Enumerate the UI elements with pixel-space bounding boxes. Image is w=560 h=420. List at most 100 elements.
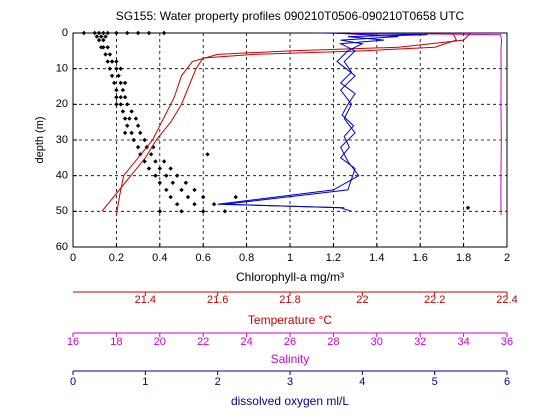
data-point [125, 102, 130, 107]
x-tick-label: 16 [67, 336, 79, 348]
data-point [114, 59, 119, 64]
data-point [112, 80, 117, 86]
data-point [142, 137, 147, 143]
x-tick-label: 20 [154, 336, 166, 348]
y-tick-label: 50 [56, 205, 68, 217]
data-point [94, 34, 100, 39]
data-point [168, 194, 173, 200]
data-point [105, 30, 110, 36]
x-tick-label: 0.8 [239, 252, 254, 264]
data-point [101, 37, 106, 43]
profile-line [350, 32, 503, 215]
x-tick-label: 28 [327, 336, 339, 348]
data-point [92, 30, 97, 36]
x-tick-label: 1 [142, 376, 148, 388]
x-tick-label: 1.2 [326, 252, 341, 264]
x-tick-label: 22.4 [496, 294, 517, 306]
data-point [183, 180, 189, 185]
data-point [120, 87, 126, 93]
data-point [120, 109, 126, 114]
x-tick-label: 2 [215, 376, 221, 388]
data-point [103, 52, 108, 57]
x-tick-label: 1.4 [369, 252, 384, 264]
data-point [129, 109, 134, 114]
x-tick-label: 0.4 [152, 252, 167, 264]
y-tick-label: 40 [56, 170, 68, 182]
data-point [157, 209, 162, 214]
axis-label: Chlorophyll-a mg/m³ [236, 270, 344, 284]
data-point [222, 209, 228, 214]
x-tick-label: 30 [371, 336, 383, 348]
data-point [192, 187, 197, 193]
data-point [192, 202, 197, 207]
data-point [99, 45, 104, 50]
data-point [174, 173, 180, 178]
profile-line [224, 32, 428, 212]
x-tick-label: 0 [70, 376, 76, 388]
x-tick-label: 6 [504, 376, 510, 388]
data-point [135, 123, 141, 128]
x-tick-label: 3 [287, 376, 293, 388]
x-tick-label: 21.6 [207, 294, 228, 306]
data-point [146, 166, 152, 171]
data-point [161, 159, 167, 164]
x-tick-label: 1.8 [456, 252, 471, 264]
y-axis-label: depth (m) [34, 116, 46, 163]
data-point [135, 30, 141, 36]
data-point [465, 205, 471, 210]
data-point [205, 152, 210, 157]
data-point [164, 187, 169, 193]
data-point [131, 137, 136, 143]
data-point [114, 66, 119, 71]
data-point [118, 102, 123, 107]
profile-line [217, 32, 399, 209]
data-point [81, 30, 87, 36]
data-point [211, 202, 217, 207]
data-point [157, 166, 162, 171]
x-tick-label: 32 [414, 336, 426, 348]
data-point [153, 159, 158, 164]
x-tick-label: 22 [356, 294, 368, 306]
data-point [161, 30, 167, 36]
data-point [170, 180, 176, 185]
x-tick-label: 18 [110, 336, 122, 348]
data-point [157, 180, 162, 185]
data-point [138, 130, 143, 136]
data-point [109, 73, 115, 78]
data-point [146, 30, 152, 36]
data-point [201, 194, 206, 200]
x-tick-label: 24 [240, 336, 252, 348]
x-tick-label: 0.6 [196, 252, 211, 264]
data-point [129, 130, 134, 136]
axis-label: Temperature °C [248, 313, 332, 327]
data-point [174, 202, 180, 207]
data-point [99, 34, 104, 39]
data-point [109, 59, 115, 64]
y-tick-label: 60 [56, 241, 68, 253]
x-tick-label: 5 [432, 376, 438, 388]
axis-label: dissolved oxygen ml/L [231, 394, 349, 408]
data-point [125, 30, 130, 36]
x-tick-label: 34 [457, 336, 469, 348]
data-point [118, 66, 123, 71]
data-point [127, 116, 132, 121]
x-tick-label: 21.8 [279, 294, 300, 306]
y-tick-label: 0 [62, 27, 68, 39]
chart-title: SG155: Water property profiles 090210T05… [116, 9, 465, 23]
data-point [179, 209, 184, 214]
y-tick-label: 10 [56, 63, 68, 75]
data-point [101, 30, 106, 36]
data-point [168, 166, 173, 171]
data-point [114, 102, 119, 107]
axis-label: Salinity [271, 352, 310, 366]
data-point [114, 30, 119, 36]
data-point [105, 59, 110, 64]
x-tick-label: 22.2 [424, 294, 445, 306]
data-point [122, 95, 128, 100]
data-point [122, 130, 128, 136]
data-point [135, 144, 141, 150]
data-point [105, 45, 110, 50]
data-point [103, 34, 108, 39]
data-point [114, 95, 119, 100]
